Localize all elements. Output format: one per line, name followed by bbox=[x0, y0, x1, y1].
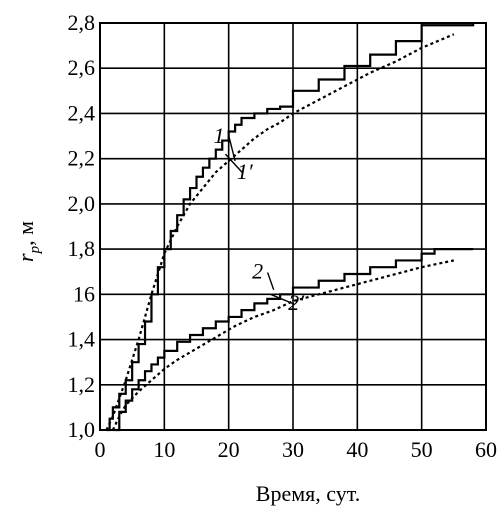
x-tick-label: 40 bbox=[346, 437, 368, 462]
y-axis-title: rp, м bbox=[13, 221, 43, 262]
series-2-line bbox=[105, 33, 455, 431]
y-axis-title-sub: p bbox=[27, 245, 43, 254]
y-tick-label: 1,0 bbox=[68, 417, 96, 442]
x-tick-label: 50 bbox=[411, 437, 433, 462]
y-tick-label: 2,2 bbox=[68, 146, 96, 171]
x-tick-label: 20 bbox=[218, 437, 240, 462]
series-1-line bbox=[106, 23, 475, 432]
y-tick-label: 2,4 bbox=[68, 100, 96, 125]
y-tick-label: 1,4 bbox=[68, 327, 96, 352]
series-4-line bbox=[111, 259, 455, 431]
x-tick-label: 0 bbox=[95, 437, 106, 462]
series-3-line bbox=[112, 248, 474, 432]
y-axis-title-main: r bbox=[13, 253, 38, 262]
curve-label-leader bbox=[224, 153, 244, 174]
curve-label: 1′ bbox=[237, 159, 254, 184]
y-tick-label: 1,8 bbox=[68, 236, 96, 261]
series-layer bbox=[105, 23, 475, 432]
curve-labels: 1 1′ 2 2′ bbox=[214, 123, 306, 315]
y-tick-label: 2,6 bbox=[68, 55, 96, 80]
curve-label: 2 bbox=[252, 259, 263, 284]
x-axis-title: Время, сут. bbox=[256, 481, 360, 506]
x-tick-label: 60 bbox=[475, 437, 497, 462]
curve-label-leader bbox=[266, 272, 275, 291]
curve-label: 1 bbox=[214, 123, 225, 148]
curve-label: 2′ bbox=[288, 290, 305, 315]
x-tick-label: 30 bbox=[282, 437, 304, 462]
y-tick-label: 16 bbox=[73, 281, 95, 306]
plot-frame bbox=[99, 22, 487, 431]
y-tick-label: 1,2 bbox=[68, 372, 96, 397]
tick-labels: 0 10 20 30 40 50 60 1,0 1,2 1,4 16 1,8 2,0 2,2 2,4 2,6 2… bbox=[68, 10, 498, 462]
curve-label-leader bbox=[228, 136, 236, 162]
y-tick-label: 2,8 bbox=[68, 10, 96, 35]
grid bbox=[99, 22, 487, 431]
y-axis-title-unit: , м bbox=[13, 221, 38, 246]
y-tick-label: 2,0 bbox=[68, 191, 96, 216]
curve-label-leader bbox=[270, 293, 295, 305]
x-tick-label: 10 bbox=[153, 437, 175, 462]
